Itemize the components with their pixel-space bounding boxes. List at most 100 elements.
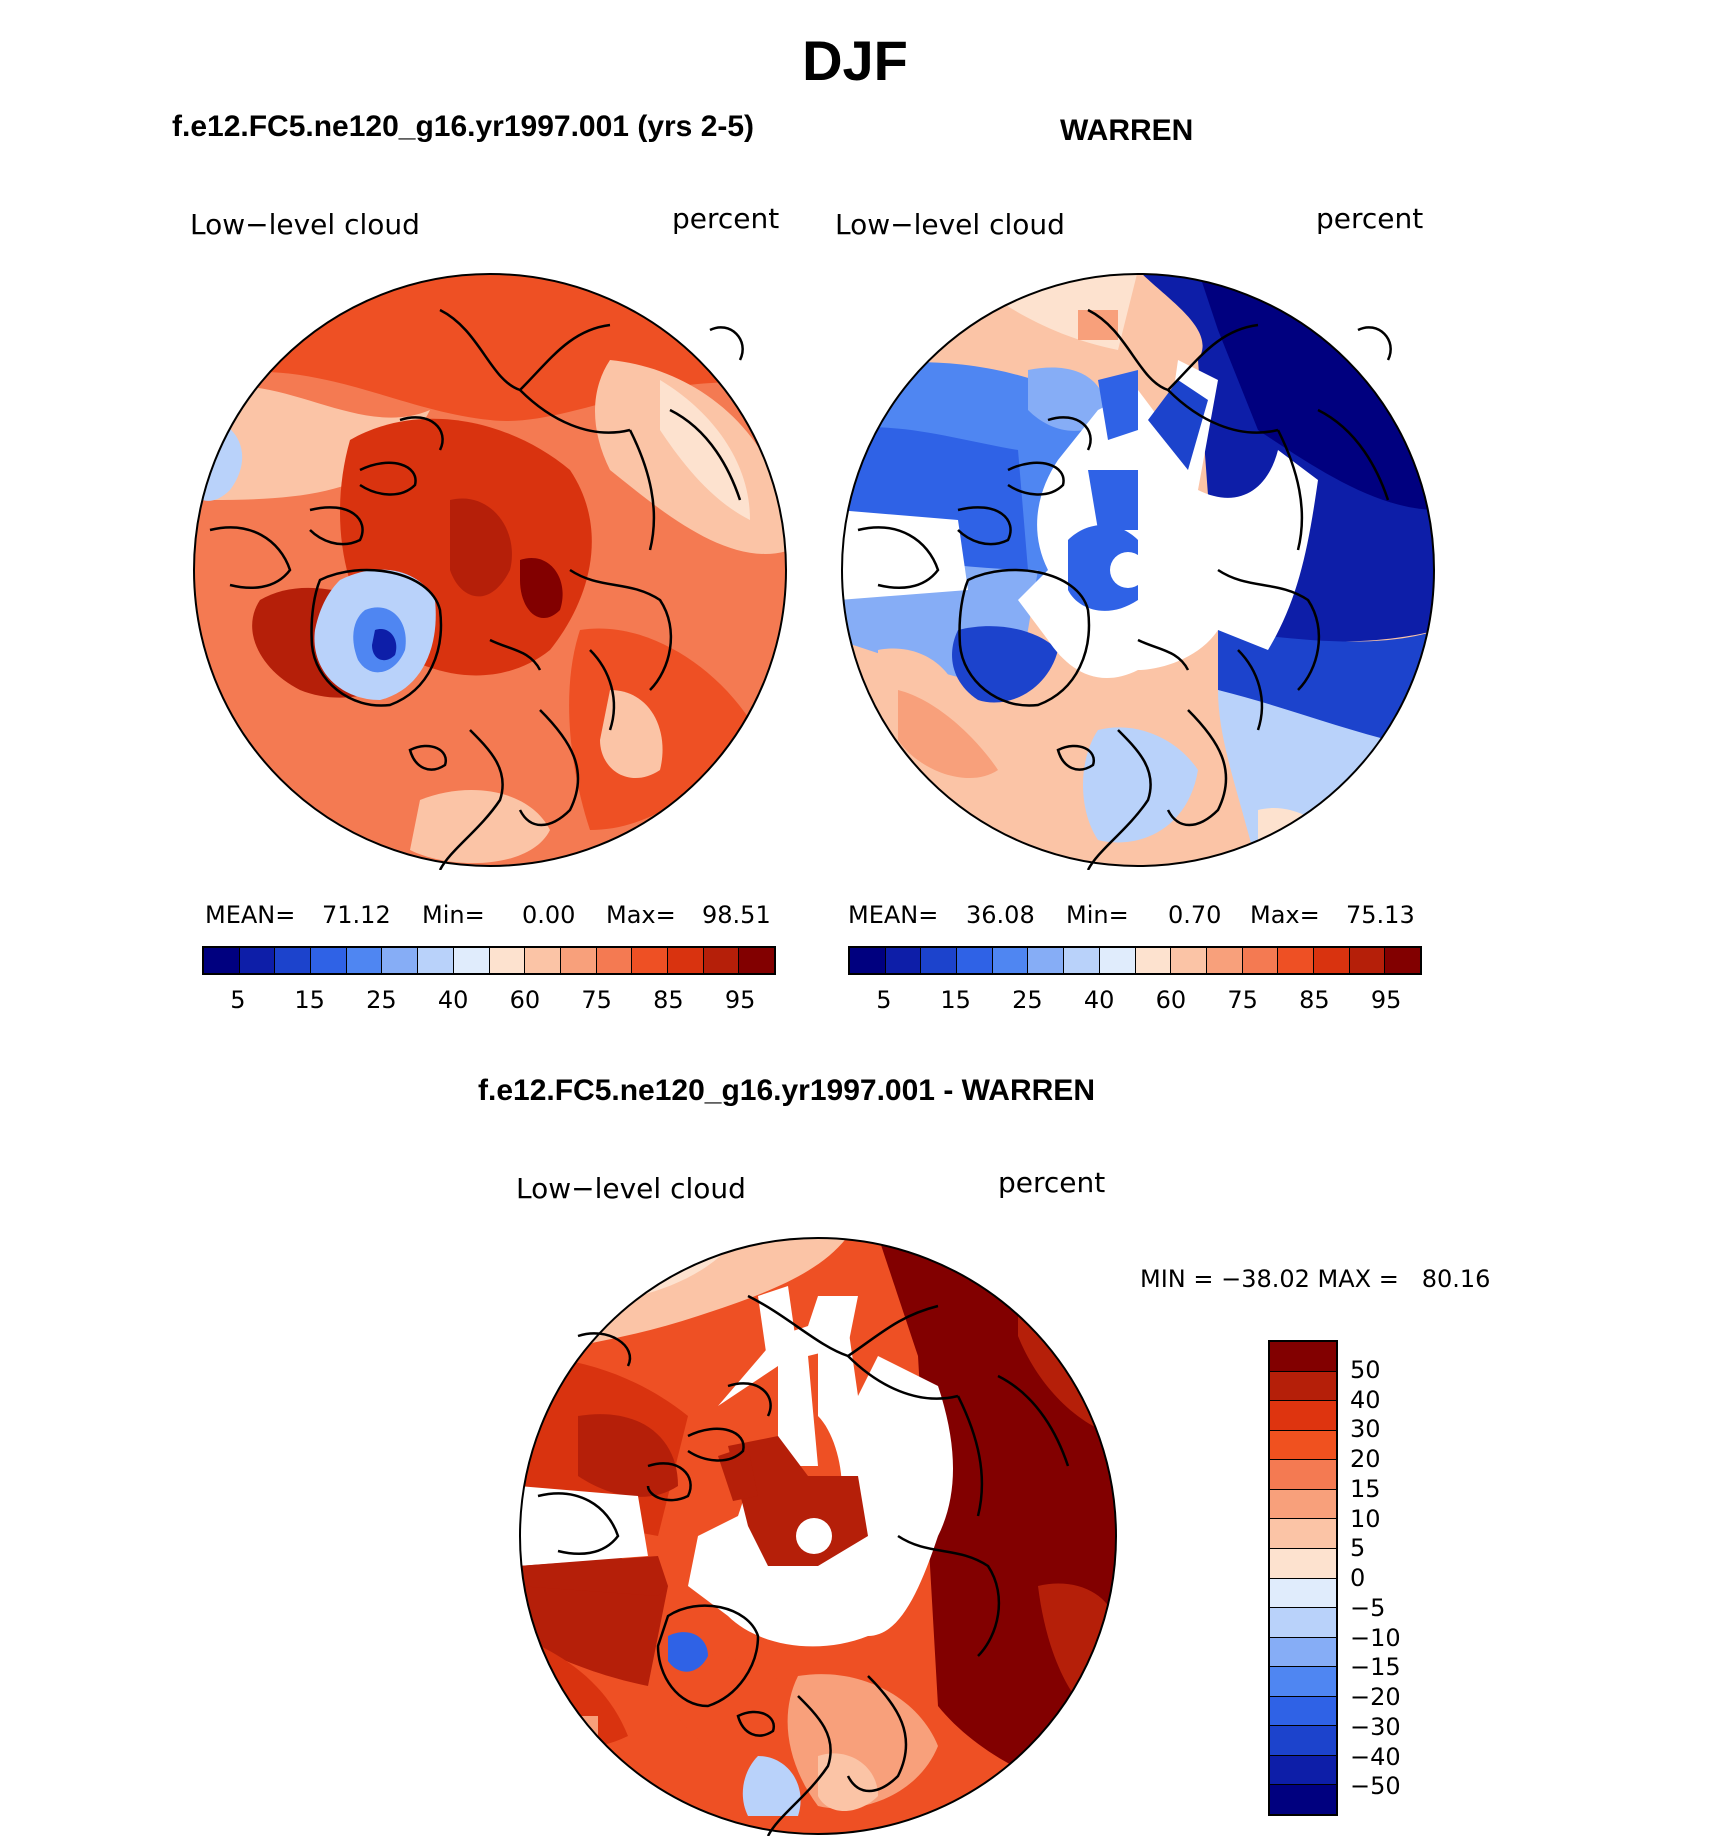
right-colorbar-bin	[921, 948, 958, 973]
left-colorbar-bin	[703, 948, 740, 973]
diff-units-label: percent	[998, 1166, 1106, 1199]
right-colorbar-tick-label: 40	[1083, 986, 1115, 1014]
right-colorbar	[848, 946, 1422, 975]
left-colorbar	[202, 946, 776, 975]
right-panel-heading: WARREN	[1060, 114, 1194, 147]
diff-colorbar-bin	[1270, 1489, 1336, 1520]
diff-variable-label: Low−level cloud	[516, 1172, 746, 1205]
right-colorbar-bin	[1171, 948, 1207, 973]
left-colorbar-bin	[489, 948, 526, 973]
right-colorbar-bin	[1349, 948, 1386, 973]
diff-colorbar-bin	[1270, 1371, 1336, 1402]
right-colorbar-bin	[1313, 948, 1350, 973]
left-colorbar-bin	[418, 948, 454, 973]
right-colorbar-bin	[957, 948, 993, 973]
left-colorbar-tick-label: 40	[437, 986, 469, 1014]
diff-colorbar-bin	[1270, 1460, 1336, 1490]
left-units-label: percent	[672, 202, 780, 235]
diff-colorbar-bin	[1270, 1667, 1336, 1697]
right-colorbar-ticks: 5 15 25 40 60 75 85 95	[848, 986, 1422, 1020]
diff-colorbar-bin	[1270, 1519, 1336, 1549]
left-colorbar-bin	[453, 948, 490, 973]
right-colorbar-tick-label: 95	[1370, 986, 1402, 1014]
left-mean-label: MEAN=	[205, 901, 296, 929]
right-colorbar-tick-label: 25	[1012, 986, 1043, 1014]
right-max-label: Max=	[1250, 901, 1320, 929]
right-colorbar-bin	[1064, 948, 1100, 973]
left-colorbar-tick-label: 75	[581, 986, 612, 1014]
diff-colorbar-tick-label: 30	[1350, 1415, 1381, 1444]
left-colorbar-tick-label: 60	[509, 986, 541, 1014]
diff-colorbar-bin	[1270, 1696, 1336, 1727]
diff-colorbar-tick-label: −20	[1350, 1683, 1401, 1711]
right-colorbar-tick-label: 85	[1299, 986, 1330, 1014]
right-colorbar-bin	[850, 948, 886, 973]
diff-colorbar-bin	[1270, 1608, 1336, 1638]
left-colorbar-ticks: 5 15 25 40 60 75 85 95	[202, 986, 776, 1020]
diff-colorbar-bin	[1270, 1637, 1336, 1668]
right-mean-value: 36.08	[966, 901, 1035, 929]
diff-colorbar-bin	[1270, 1342, 1336, 1372]
right-colorbar-bin	[1242, 948, 1279, 973]
diff-colorbar-bin	[1270, 1578, 1336, 1609]
right-colorbar-bin	[1028, 948, 1065, 973]
diff-colorbar	[1268, 1340, 1338, 1816]
diff-colorbar-tick-label: 10	[1350, 1504, 1381, 1533]
diff-colorbar-tick-label: −15	[1350, 1653, 1401, 1682]
right-min-value: 0.70	[1168, 901, 1222, 929]
diff-colorbar-tick-label: 15	[1350, 1474, 1381, 1503]
left-colorbar-tick-label: 85	[653, 986, 684, 1014]
right-units-label: percent	[1316, 202, 1424, 235]
diff-minmax: MIN = −38.02 MAX = 80.16	[1140, 1265, 1491, 1293]
left-colorbar-bin	[596, 948, 633, 973]
right-polar-map	[841, 273, 1435, 870]
diff-colorbar-tick-label: −50	[1350, 1772, 1401, 1801]
diff-colorbar-bin	[1270, 1785, 1336, 1814]
left-min-label: Min=	[422, 901, 485, 929]
left-colorbar-bin	[346, 948, 383, 973]
left-panel-heading: f.e12.FC5.ne120_g16.yr1997.001 (yrs 2-5)	[172, 110, 755, 143]
right-colorbar-tick-label: 60	[1155, 986, 1187, 1014]
left-max-value: 98.51	[702, 901, 771, 929]
left-colorbar-bin	[382, 948, 419, 973]
diff-colorbar-tick-label: −40	[1350, 1742, 1401, 1771]
left-colorbar-tick-label: 95	[724, 986, 756, 1014]
diff-panel-heading: f.e12.FC5.ne120_g16.yr1997.001 - WARREN	[478, 1074, 1095, 1107]
diff-colorbar-tick-label: 40	[1350, 1385, 1381, 1414]
figure-title: DJF	[802, 29, 908, 92]
diff-colorbar-bin	[1270, 1726, 1336, 1756]
diff-colorbar-tick-label: 5	[1350, 1534, 1366, 1563]
left-min-value: 0.00	[522, 901, 576, 929]
right-max-value: 75.13	[1346, 901, 1415, 929]
left-max-label: Max=	[606, 901, 676, 929]
right-colorbar-bin	[1278, 948, 1314, 973]
left-polar-map	[193, 273, 787, 870]
left-colorbar-bin	[275, 948, 312, 973]
diff-colorbar-bin	[1270, 1548, 1336, 1579]
diff-colorbar-tick-label: 50	[1350, 1355, 1381, 1384]
left-colorbar-tick-label: 15	[294, 986, 325, 1014]
left-mean-value: 71.12	[322, 901, 391, 929]
left-colorbar-bin	[560, 948, 597, 973]
left-colorbar-bin	[204, 948, 240, 973]
right-colorbar-tick-label: 75	[1227, 986, 1258, 1014]
diff-colorbar-ticks: 50 40 30 20 15 10 5 0 −5 −10 −15 −20 −30 −40 −50	[1350, 1340, 1430, 1816]
diff-colorbar-bin	[1270, 1401, 1336, 1431]
diff-colorbar-bin	[1270, 1430, 1336, 1461]
diff-colorbar-tick-label: −5	[1350, 1593, 1386, 1622]
right-min-label: Min=	[1066, 901, 1129, 929]
left-colorbar-bin	[667, 948, 704, 973]
right-colorbar-bin	[1099, 948, 1136, 973]
right-colorbar-tick-label: 5	[876, 986, 892, 1014]
right-colorbar-bin	[1206, 948, 1243, 973]
left-colorbar-tick-label: 25	[366, 986, 397, 1014]
right-colorbar-bin	[992, 948, 1029, 973]
left-variable-label: Low−level cloud	[190, 208, 420, 241]
right-colorbar-bin	[1135, 948, 1172, 973]
right-colorbar-tick-label: 15	[940, 986, 971, 1014]
left-colorbar-bin	[311, 948, 347, 973]
diff-colorbar-tick-label: −10	[1350, 1623, 1401, 1652]
right-variable-label: Low−level cloud	[835, 208, 1065, 241]
left-colorbar-bin	[239, 948, 276, 973]
right-colorbar-bin	[1385, 948, 1420, 973]
